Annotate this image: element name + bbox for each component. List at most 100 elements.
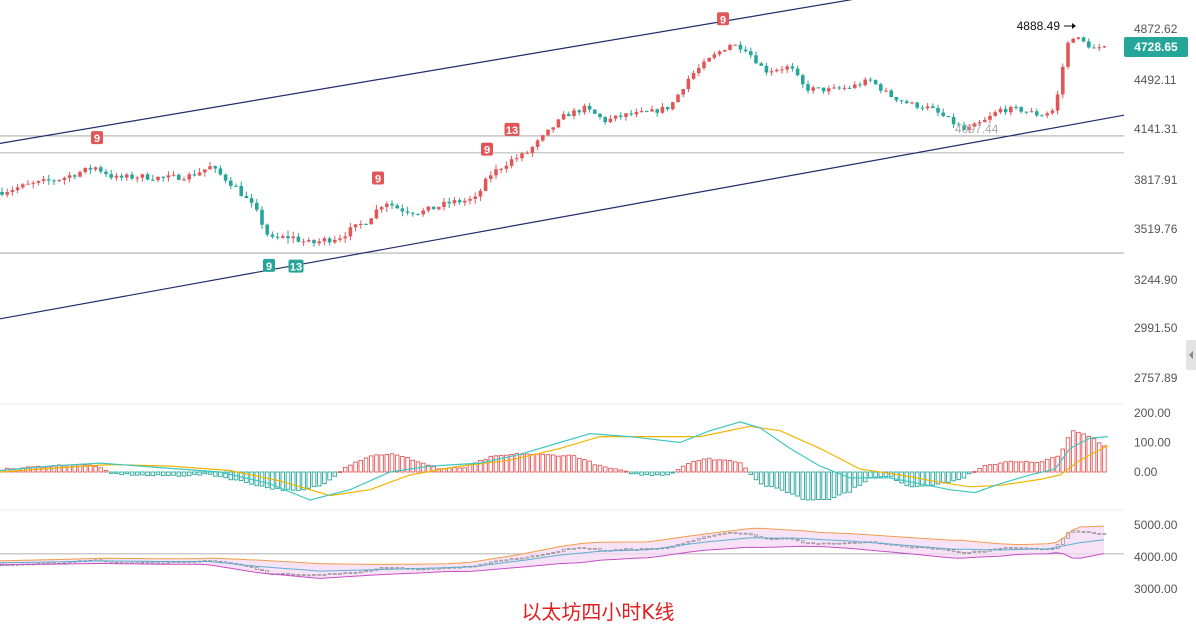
macd-bar-negative xyxy=(212,471,218,477)
candle-body xyxy=(99,167,103,172)
macd-bar-positive xyxy=(727,460,733,473)
boll-candle xyxy=(421,568,425,571)
signal-badge xyxy=(263,258,275,272)
macd-bar-positive xyxy=(597,464,603,473)
macd-bar-positive xyxy=(98,467,104,473)
candle-up xyxy=(775,68,779,73)
bollinger-pane[interactable] xyxy=(0,525,1107,579)
macd-bar-negative xyxy=(150,471,156,477)
candle-body xyxy=(676,94,680,103)
candle-down xyxy=(1019,106,1023,114)
boll-candle xyxy=(364,570,368,573)
candle-body xyxy=(281,236,285,238)
macd-bar-negative xyxy=(311,471,317,487)
candle-body xyxy=(905,101,909,104)
signal-label-text: 9 xyxy=(266,261,272,273)
candle-body xyxy=(21,184,25,188)
candle-body xyxy=(203,169,207,173)
candle-body xyxy=(322,238,327,242)
candle-body xyxy=(1003,108,1008,113)
candle-up xyxy=(478,188,483,202)
macd-bar-negative xyxy=(140,471,145,476)
candle-body xyxy=(265,224,269,235)
candle-up xyxy=(483,177,488,192)
macd-bar-negative xyxy=(306,471,312,489)
macd-bar-positive xyxy=(1029,461,1034,473)
macd-bar-positive xyxy=(394,454,400,473)
boll-candle xyxy=(775,538,779,540)
candle-up xyxy=(530,145,535,158)
collapse-handle-icon[interactable] xyxy=(1186,340,1196,370)
candle-body xyxy=(1087,41,1091,48)
boll-candle xyxy=(842,542,847,545)
signal-badge xyxy=(372,171,384,185)
candle-body xyxy=(785,66,789,70)
candle-up xyxy=(572,107,576,120)
macd-bar-positive xyxy=(686,463,691,473)
candle-body xyxy=(655,109,659,113)
boll-candle xyxy=(359,571,363,574)
candle-body xyxy=(686,78,691,90)
boll-candle xyxy=(795,539,800,542)
macd-bar-negative xyxy=(202,471,208,475)
boll-candle xyxy=(832,542,836,545)
candle-body xyxy=(390,203,394,206)
macd-bar-negative xyxy=(951,471,956,482)
boll-candle xyxy=(821,542,826,545)
macd-bar-positive xyxy=(738,462,743,473)
price-pane[interactable] xyxy=(0,0,1125,320)
candle-down xyxy=(738,41,743,54)
candle-down xyxy=(905,99,909,104)
candle-body xyxy=(780,69,784,71)
boll-candle xyxy=(504,559,509,562)
macd-bar-negative xyxy=(108,471,114,474)
candle-body xyxy=(385,203,389,208)
candle-body xyxy=(951,117,956,125)
macd-bar-negative xyxy=(644,471,650,475)
candle-body xyxy=(925,106,930,109)
macd-bar-positive xyxy=(556,455,561,473)
candle-up xyxy=(1009,105,1013,116)
candle-body xyxy=(832,87,836,89)
macd-bar-negative xyxy=(249,471,254,485)
candle-down xyxy=(364,223,368,225)
candle-down xyxy=(847,85,852,90)
macd-bar-negative xyxy=(857,471,863,486)
candle-down xyxy=(312,239,316,247)
boll-candle xyxy=(951,549,956,552)
candle-down xyxy=(229,176,233,190)
macd-pane[interactable] xyxy=(0,421,1109,501)
candle-up xyxy=(988,111,992,124)
macd-bar-positive xyxy=(504,454,509,473)
boll-candle xyxy=(1092,532,1096,534)
boll-candle xyxy=(255,567,259,570)
macd-bar-positive xyxy=(103,470,109,473)
candle-up xyxy=(171,171,176,177)
candle-down xyxy=(296,232,301,243)
macd-bar-negative xyxy=(946,471,951,484)
candle-body xyxy=(962,125,966,130)
macd-bar-positive xyxy=(530,453,535,473)
candle-body xyxy=(660,106,665,113)
candle-down xyxy=(88,164,93,174)
sell-signal-label: 9 xyxy=(91,131,103,145)
candle-down xyxy=(598,112,602,120)
macd-bar-positive xyxy=(478,459,483,473)
macd-bar-positive xyxy=(717,459,722,473)
boll-candle xyxy=(749,533,753,536)
macd-bar-negative xyxy=(129,471,135,476)
boll-candle xyxy=(587,547,592,550)
candle-body xyxy=(348,227,353,237)
candle-body xyxy=(359,223,363,225)
candle-body xyxy=(723,49,727,52)
candle-body xyxy=(681,89,685,95)
candle-down xyxy=(795,65,800,77)
macd-bar-positive xyxy=(566,454,572,473)
channel-upper-line xyxy=(0,0,854,144)
candle-down xyxy=(1003,105,1008,116)
boll-candle xyxy=(520,557,524,560)
boll-candle xyxy=(733,532,737,534)
candle-up xyxy=(343,232,347,243)
price-axis-tick: 3519.76 xyxy=(1134,222,1178,236)
